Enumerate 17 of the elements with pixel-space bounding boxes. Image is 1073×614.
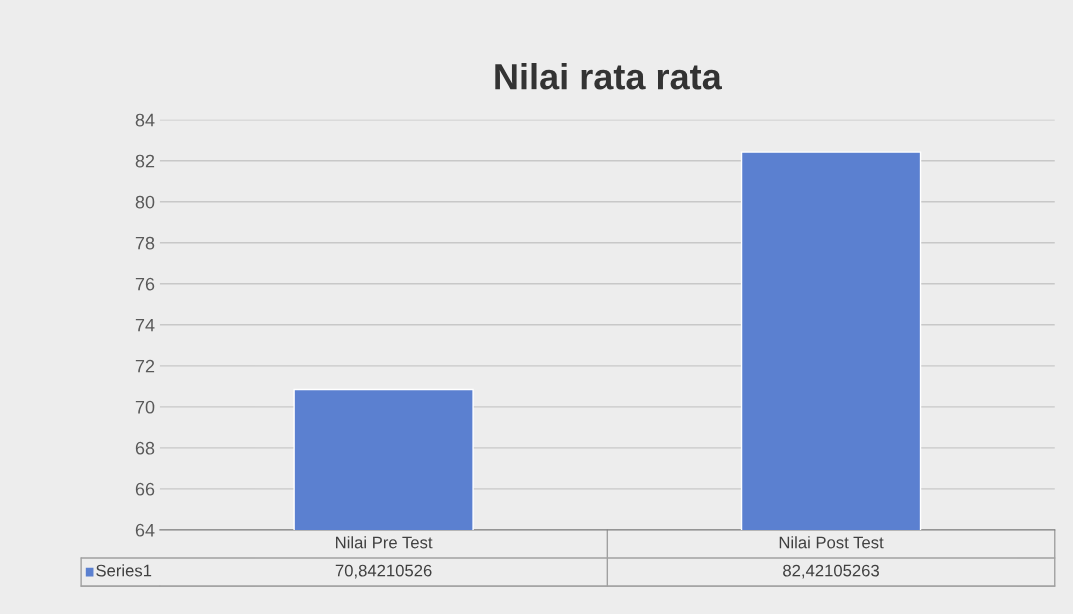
x-tick-label: Nilai Post Test: [779, 536, 884, 549]
y-tick-label: 74: [135, 318, 155, 332]
y-tick-label: 64: [135, 523, 155, 537]
y-tick-label: 78: [135, 236, 155, 250]
y-tick-label: 70: [135, 400, 155, 414]
y-tick-label: 72: [135, 359, 155, 373]
x-tick-label: Nilai Pre Test: [336, 536, 433, 549]
y-tick-label: 84: [135, 113, 155, 127]
y-tick-label: 66: [135, 482, 155, 496]
y-tick-label: 76: [135, 277, 155, 291]
y-tick-label: 68: [135, 441, 155, 455]
y-tick-label: 82: [135, 154, 155, 168]
chart-title: Nilai rata rata: [495, 63, 722, 90]
data-label: 70,84210526: [335, 564, 432, 579]
data-label: 82,42105263: [783, 564, 879, 579]
y-tick-label: 80: [135, 195, 155, 209]
legend-label: Series1: [96, 564, 152, 577]
